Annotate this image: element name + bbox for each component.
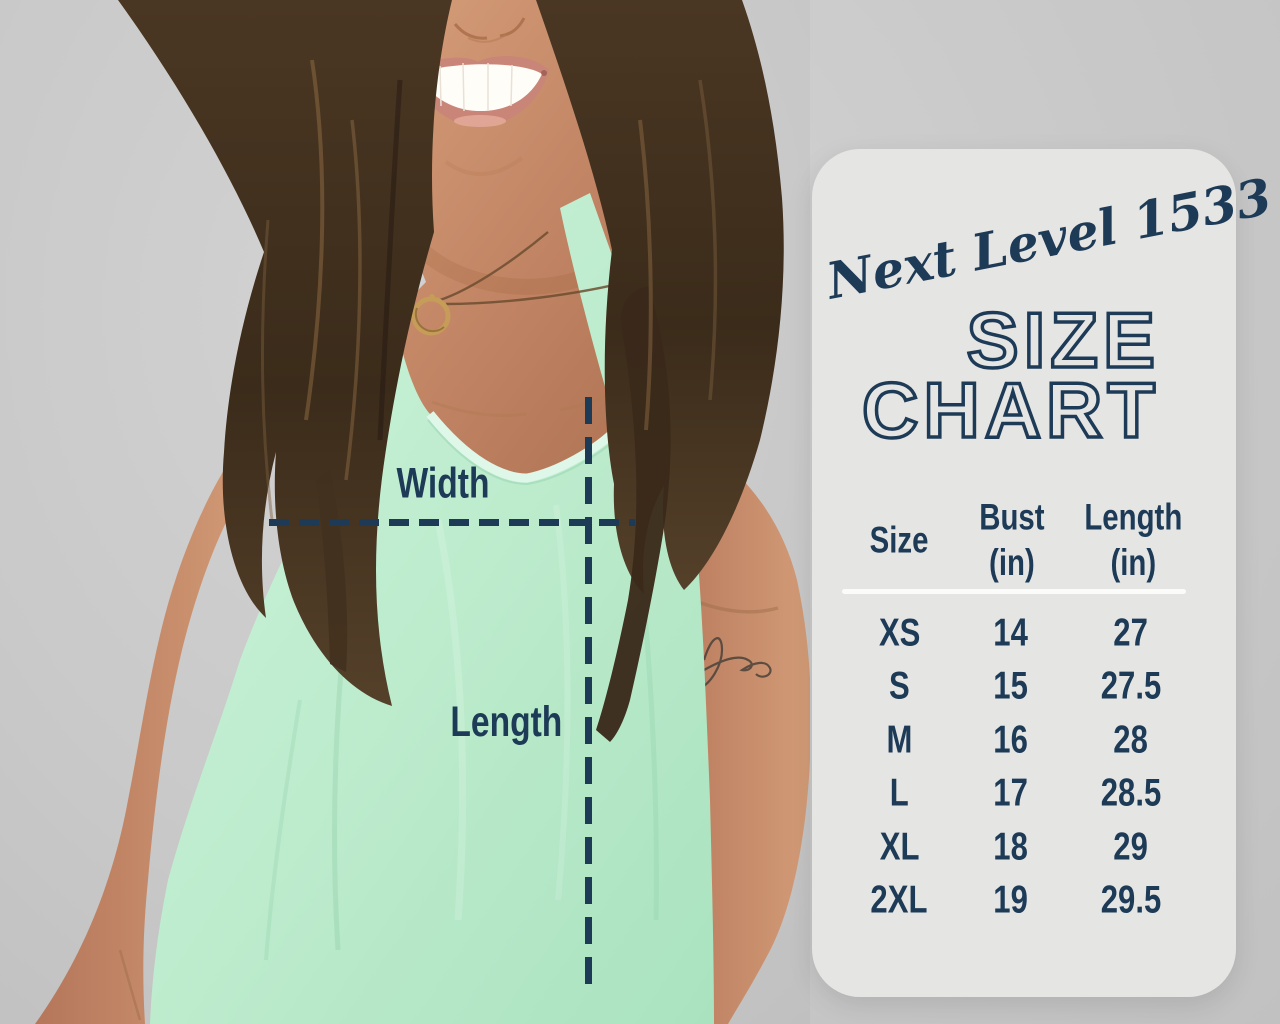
table-body: XS 14 27 S 15 27.5 M 16 28 L 17 28.5 (826, 606, 1222, 927)
table-row: L 17 28.5 (889, 770, 1162, 815)
width-label: Width (396, 460, 490, 508)
size-chart-panel: Next Level 1533 SIZE CHART Size Bust (in… (812, 149, 1276, 997)
table-row: XL 18 29 (879, 824, 1149, 868)
table-header-row: Size Bust (in) Length (in) (826, 497, 1222, 585)
table-row: M 16 28 (886, 717, 1149, 761)
table-row: S 15 27.5 (888, 663, 1162, 708)
col-header-length: Length (in) (1084, 496, 1183, 584)
length-dashed-line (585, 397, 592, 988)
nose (453, 17, 526, 43)
smile (409, 56, 549, 127)
measurement-overlay: Width Length (269, 397, 635, 988)
header-divider (842, 589, 1186, 594)
heading-line-chart: CHART (860, 366, 1160, 455)
table-row: XS 14 27 (878, 610, 1149, 654)
width-dashed-line (269, 519, 635, 526)
length-label: Length (450, 698, 563, 746)
tank-top (150, 193, 714, 1024)
size-table: Size Bust (in) Length (in) XS 14 27 (826, 497, 1222, 927)
table-row: 2XL 19 29.5 (870, 877, 1162, 922)
model-illustration (0, 0, 810, 1024)
col-header-size: Size (869, 519, 929, 561)
script-tattoo (692, 637, 772, 690)
hair (118, 0, 784, 742)
model-photo: Width Length (0, 0, 810, 1024)
heading-line-size: SIZE (965, 296, 1160, 384)
size-chart-heading: SIZE CHART (860, 296, 1160, 455)
col-header-bust: Bust (in) (978, 496, 1045, 584)
